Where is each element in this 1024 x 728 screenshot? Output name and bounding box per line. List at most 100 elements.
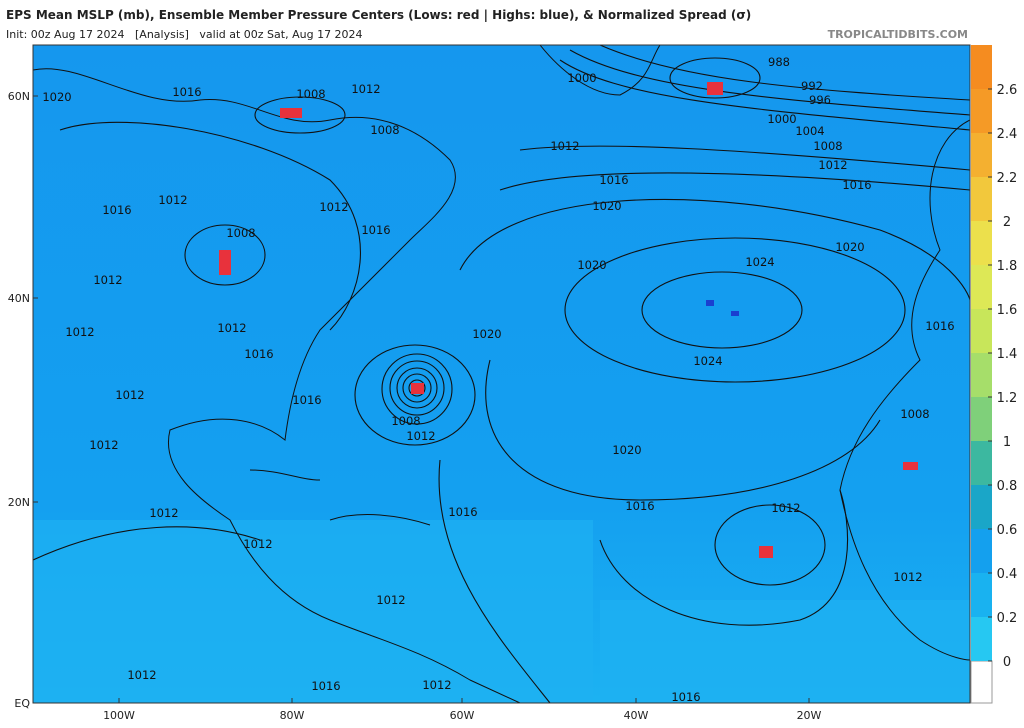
isobar-label: 1016 xyxy=(102,203,131,217)
isobar-label: 1016 xyxy=(292,393,321,407)
isobar-label: 1020 xyxy=(835,240,864,254)
lat-label: 60N xyxy=(8,90,30,103)
isobar-label: 1008 xyxy=(391,414,420,428)
isobar-label: 1016 xyxy=(599,173,628,187)
isobar-label: 1012 xyxy=(893,570,922,584)
isobar-label: 1020 xyxy=(592,199,621,213)
isobar-label: 1012 xyxy=(406,429,435,443)
colorbar-segment xyxy=(971,573,992,617)
isobar-label: 1012 xyxy=(818,158,847,172)
isobar-label: 1016 xyxy=(448,505,477,519)
lat-label: 40N xyxy=(8,292,30,305)
coastline xyxy=(539,45,661,96)
isobar-label: 1016 xyxy=(842,178,871,192)
colorbar-label: 0.2 xyxy=(997,611,1018,626)
colorbar-segment xyxy=(971,177,992,221)
isobar-label: 1016 xyxy=(361,223,390,237)
isobar-label: 1016 xyxy=(625,499,654,513)
isobar-label: 1012 xyxy=(115,388,144,402)
colorbar-segment xyxy=(971,133,992,177)
isobar-label: 1020 xyxy=(577,258,606,272)
isobar-label: 1000 xyxy=(567,71,596,85)
lon-label: 20W xyxy=(797,709,822,722)
isobar-label: 1016 xyxy=(172,85,201,99)
isobar-label: 1012 xyxy=(422,678,451,692)
isobar-label: 1008 xyxy=(370,123,399,137)
isobar-label: 1004 xyxy=(795,124,824,138)
map-frame xyxy=(32,44,971,704)
low-center xyxy=(707,82,723,95)
low-center xyxy=(280,108,302,118)
colorbar-label: 0.8 xyxy=(997,479,1018,494)
isobar-label: 1008 xyxy=(296,87,325,101)
colorbar-segment xyxy=(971,221,992,265)
colorbar-segment xyxy=(971,309,992,353)
lat-label: 20N xyxy=(8,496,30,509)
low-center xyxy=(219,250,231,275)
isobar-label: 1020 xyxy=(472,327,501,341)
coastline xyxy=(33,68,521,703)
isobar-label: 1012 xyxy=(319,200,348,214)
isobar-label: 1012 xyxy=(149,506,178,520)
title: EPS Mean MSLP (mb), Ensemble Member Pres… xyxy=(6,8,751,22)
isobar-label: 1016 xyxy=(671,690,700,704)
isobar-label: 1016 xyxy=(925,319,954,333)
colorbar-label: 2.2 xyxy=(997,171,1018,186)
isobar-label: 1008 xyxy=(900,407,929,421)
colorbar-label: 1.2 xyxy=(997,391,1018,406)
source: TROPICALTIDBITS.COM xyxy=(828,28,968,41)
lon-label: 60W xyxy=(450,709,475,722)
spread-area xyxy=(600,600,970,703)
isobar-label: 1012 xyxy=(127,668,156,682)
colorbar-segment xyxy=(971,441,992,485)
isobar-label: 996 xyxy=(809,93,831,107)
colorbar-label: 1.4 xyxy=(997,347,1018,362)
isobar-label: 1012 xyxy=(93,273,122,287)
isobar-label: 1012 xyxy=(243,537,272,551)
isobar-label: 1012 xyxy=(771,501,800,515)
high-center xyxy=(731,311,739,316)
colorbar-label: 1.8 xyxy=(997,259,1018,274)
low-center xyxy=(759,546,773,558)
map-contours xyxy=(33,45,970,703)
isobar-label: 1016 xyxy=(311,679,340,693)
colorbar-segment xyxy=(971,45,992,89)
colorbar-label: 2.4 xyxy=(997,127,1018,142)
isobar-label: 1008 xyxy=(226,226,255,240)
colorbar-segment xyxy=(971,89,992,133)
isobar-label: 1016 xyxy=(244,347,273,361)
colorbar-label: 1 xyxy=(1003,435,1011,450)
isobar-label: 1012 xyxy=(550,139,579,153)
subtitle: Init: 00z Aug 17 2024 [Analysis] valid a… xyxy=(6,28,363,41)
low-center xyxy=(411,383,424,394)
colorbar: 0 0.2 0.4 0.6 0.8 1 1.2 1.4 1.6 1.8 2 2.2 2.4 2.6 xyxy=(970,45,1018,704)
pressure-centers xyxy=(219,82,918,558)
coastline xyxy=(249,469,431,526)
isobar-label: 1012 xyxy=(89,438,118,452)
colorbar-segment xyxy=(971,485,992,529)
colorbar-label: 1.6 xyxy=(997,303,1018,318)
colorbar-under xyxy=(970,660,993,704)
isobar-label: 992 xyxy=(801,79,823,93)
colorbar-label: 0.6 xyxy=(997,523,1018,538)
colorbar-segment xyxy=(971,529,992,573)
colorbar-segment xyxy=(971,265,992,309)
isobar-label: 1012 xyxy=(65,325,94,339)
coastline xyxy=(839,119,970,661)
isobar-label: 1008 xyxy=(813,139,842,153)
colorbar-label: 0 xyxy=(1003,655,1011,670)
isobar-label: 988 xyxy=(768,55,790,69)
isobar-label: 1012 xyxy=(158,193,187,207)
colorbar-label: 2 xyxy=(1003,215,1011,230)
colorbar-segment xyxy=(971,353,992,397)
isobar-label: 1024 xyxy=(693,354,722,368)
lon-label: 40W xyxy=(624,709,649,722)
colorbar-label: 2.6 xyxy=(997,83,1018,98)
colorbar-label: 0.4 xyxy=(997,567,1018,582)
isobar-label: 1024 xyxy=(745,255,774,269)
isobar-label: 1012 xyxy=(217,321,246,335)
low-center xyxy=(903,462,918,470)
isobar-label: 1000 xyxy=(767,112,796,126)
high-center xyxy=(706,300,714,306)
